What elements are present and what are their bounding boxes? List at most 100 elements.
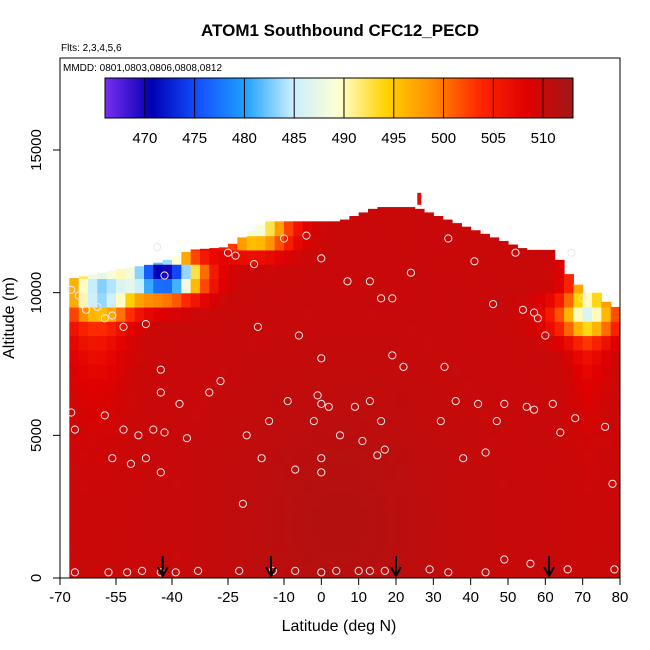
heatmap-cell [508,492,518,508]
heatmap-cell [321,335,332,351]
heatmap-cell [489,535,500,551]
heatmap-cell [256,506,266,522]
heatmap-cell [246,435,257,451]
heatmap-cell [610,349,620,365]
heatmap-cell [340,278,350,294]
sample-point [108,454,117,463]
heatmap-cell [433,221,444,237]
heatmap-cell [349,278,360,294]
heatmap-cell [508,478,518,493]
sample-point [474,399,483,408]
heatmap-cell [424,392,434,408]
heatmap-cell [69,463,80,479]
heatmap-cell [377,392,388,408]
heatmap-cell [424,535,434,551]
heatmap-cell [377,563,388,578]
heatmap-cell [190,506,201,522]
heatmap-cell [88,349,98,365]
heatmap-cell [452,223,462,237]
sample-point [481,448,490,457]
heatmap-cell [134,421,145,436]
heatmap-cell [144,292,154,308]
heatmap-cell [340,335,350,351]
heatmap-cell [433,506,444,522]
heatmap-cell [302,535,313,551]
heatmap-cell [340,492,350,508]
sample-point [70,568,80,577]
heatmap-cell [218,449,229,465]
sample-point [67,285,76,294]
heatmap-cell [358,378,369,394]
heatmap-cell [601,520,612,536]
heatmap-cell [293,449,304,465]
heatmap-cell [349,463,360,479]
heatmap-cell [554,463,565,479]
heatmap-cell [125,349,136,365]
heatmap-cell [144,435,154,451]
heatmap-cell [144,392,154,408]
heatmap-cell [172,463,182,479]
heatmap-cell [330,278,341,294]
heatmap-cell [349,215,360,222]
heatmap-cell [582,520,593,536]
heatmap-cell [106,321,117,337]
flight-marker-arrow [265,556,277,579]
heatmap-cell [190,292,201,308]
heatmap-cell [433,235,444,251]
heatmap-cell [218,378,229,394]
heatmap-cell [592,520,602,536]
heatmap-cell [573,463,584,479]
heatmap-cell [405,378,416,394]
heatmap-cell [386,306,397,322]
heatmap-cell [433,392,444,408]
heatmap-cell [368,520,378,536]
sample-point [526,559,535,568]
heatmap-cell [340,478,350,493]
heatmap-cell [452,249,462,265]
heatmap-cell [228,449,238,465]
heatmap-cell [284,435,294,451]
heatmap-cell [498,449,509,465]
heatmap-cell [274,306,285,322]
heatmap-cell [330,449,341,465]
sample-point [365,566,374,576]
heatmap-cell [116,364,126,379]
heatmap-cell [564,378,574,394]
heatmap-cell [88,335,98,351]
sample-point [182,434,191,443]
heatmap-cell [368,349,378,365]
heatmap-cell [125,520,136,536]
heatmap-cell [554,506,565,522]
heatmap-cell [293,364,304,379]
heatmap-cell [190,463,201,479]
y-tick-label: 5000 [28,419,45,452]
heatmap-cell [396,421,406,436]
heatmap-cell [424,321,434,337]
heatmap-cell [442,392,453,408]
heatmap-cell [442,563,453,578]
heatmap-cell [424,378,434,394]
heatmap-cell [592,563,602,578]
heatmap-cell [405,563,416,578]
heatmap-cell [582,563,593,578]
heatmap-cell [573,478,584,493]
heatmap-cell [88,274,98,279]
heatmap-cell [125,421,136,436]
heatmap-cell [181,449,192,465]
heatmap-cell [97,563,108,578]
heatmap-cell [97,292,108,308]
heatmap-cell [144,549,154,565]
heatmap-cell [526,335,537,351]
flight-marker-arrow [156,556,169,579]
heatmap-cell [97,335,108,351]
heatmap-cell [284,449,294,465]
heatmap-cell [517,406,528,422]
heatmap-cell [69,292,80,308]
colorbar-tick-label: 505 [481,130,506,147]
heatmap-cell [498,406,509,422]
heatmap-cell [144,306,154,322]
heatmap-cell [293,235,304,251]
heatmap-cell [536,249,546,265]
sample-point [317,254,326,263]
heatmap-cell [573,335,584,351]
